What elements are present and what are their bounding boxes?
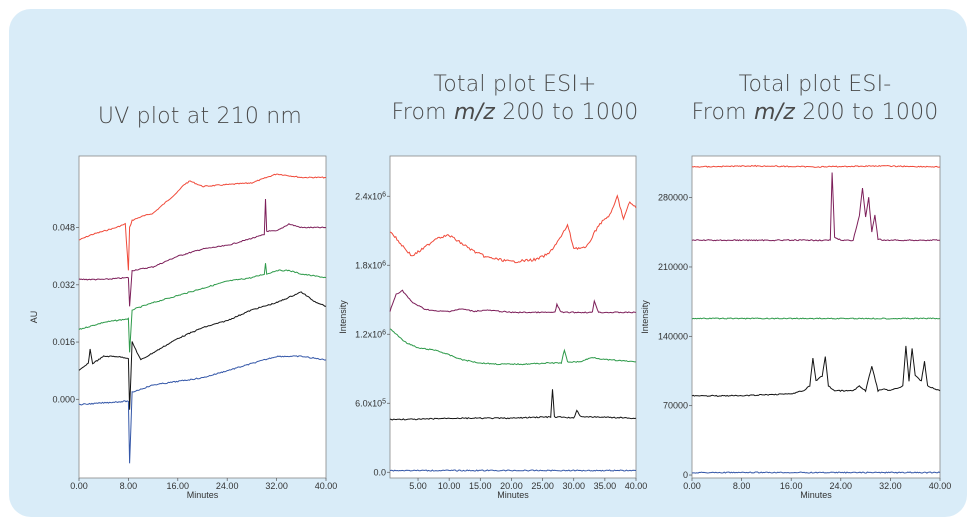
esi-plus-x-tick-label: 25.00 — [531, 481, 554, 491]
uv-title-text: UV plot at 210 nm — [97, 104, 303, 129]
esi-minus-series-red — [691, 164, 941, 168]
esi-minus-series-purple — [691, 172, 940, 242]
uv-chart-title: UV plot at 210 nm — [55, 103, 345, 131]
esi-plus-subtitle-unit: m/z — [454, 100, 496, 125]
esi-plus-x-tick-label: 35.00 — [594, 481, 617, 491]
esi-minus-y-tick-label: 140000 — [658, 331, 688, 341]
uv-y-axis-label: AU — [29, 311, 39, 324]
esi-minus-y-axis-label: Intensity — [640, 300, 650, 334]
esi-minus-x-tick-label: 8.00 — [733, 481, 751, 491]
esi-plus-series-blue — [389, 469, 637, 472]
uv-y-tick-label: 0.032 — [52, 280, 75, 290]
uv-x-tick-label: 40.00 — [315, 481, 338, 491]
uv-x-tick-label: 16.00 — [167, 481, 190, 491]
esi-minus-x-axis-label: Minutes — [800, 490, 832, 500]
esi-minus-x-tick-label: 16.00 — [780, 481, 803, 491]
esi-plus-series-red — [389, 194, 637, 264]
esi-plus-x-tick-label: 5.00 — [409, 481, 427, 491]
esi-plus-plot-area — [389, 155, 637, 479]
esi-minus-y-tick-label: 70000 — [663, 401, 688, 411]
esi-plus-x-tick-label: 20.00 — [500, 481, 523, 491]
esi-plus-chart-title: Total plot ESI+ From m/z 200 to 1000 — [365, 71, 665, 127]
esi-minus-plot-area — [691, 155, 941, 479]
esi-plus-x-tick-label: 10.00 — [438, 481, 461, 491]
esi-minus-x-tick-label: 24.00 — [830, 481, 853, 491]
esi-plus-subtitle-range: 200 to 1000 — [502, 100, 639, 125]
uv-y-tick-label: 0.000 — [52, 394, 75, 404]
esi-plus-series-green — [389, 328, 636, 366]
uv-y-tick-label: 0.048 — [52, 223, 75, 233]
esi-plus-series-purple — [389, 289, 637, 314]
esi-minus-x-tick-label: 40.00 — [929, 481, 952, 491]
esi-minus-y-tick-label: 210000 — [658, 262, 688, 272]
uv-x-tick-label: 32.00 — [265, 481, 288, 491]
esi-minus-subtitle-range: 200 to 1000 — [802, 100, 939, 125]
uv-series-black — [78, 291, 326, 410]
uv-x-axis-label: Minutes — [187, 490, 219, 500]
esi-plus-y-tick-label: 2.4x106 — [355, 191, 386, 201]
uv-series-blue — [78, 355, 327, 464]
esi-plus-x-axis-label: Minutes — [497, 490, 529, 500]
uv-series-green — [78, 263, 327, 353]
esi-plus-subtitle-prefix: From — [391, 100, 447, 125]
esi-minus-subtitle: From m/z 200 to 1000 — [665, 99, 965, 127]
uv-plot-area — [78, 155, 327, 479]
esi-plus-title-text: Total plot ESI+ — [433, 72, 597, 97]
esi-plus-y-tick-label: 0.0 — [373, 467, 386, 477]
uv-series-purple — [78, 198, 327, 307]
esi-minus-chart-title: Total plot ESI- From m/z 200 to 1000 — [665, 71, 965, 127]
esi-minus-series-green — [691, 317, 941, 320]
esi-plus-series-black — [389, 389, 637, 421]
uv-y-tick-label: 0.016 — [52, 337, 75, 347]
esi-minus-series-black — [691, 345, 941, 397]
esi-minus-subtitle-unit: m/z — [754, 100, 796, 125]
esi-minus-y-tick-label: 280000 — [658, 193, 688, 203]
uv-x-tick-label: 8.00 — [120, 481, 138, 491]
esi-minus-y-tick-label: 0 — [683, 470, 688, 480]
esi-plus-y-tick-label: 6.0x105 — [355, 398, 386, 408]
uv-x-tick-label: 0.00 — [70, 481, 88, 491]
esi-minus-x-tick-label: 0.00 — [683, 481, 701, 491]
esi-minus-title-text: Total plot ESI- — [738, 72, 892, 97]
esi-minus-x-tick-label: 32.00 — [879, 481, 902, 491]
esi-plus-x-tick-label: 30.00 — [562, 481, 585, 491]
esi-plus-y-tick-label: 1.8x106 — [355, 260, 386, 270]
esi-minus-series-blue — [691, 471, 941, 474]
esi-plus-y-tick-label: 1.2x106 — [355, 329, 386, 339]
uv-x-tick-label: 24.00 — [216, 481, 239, 491]
esi-plus-y-axis-label: Intensity — [338, 300, 348, 334]
esi-plus-subtitle: From m/z 200 to 1000 — [365, 99, 665, 127]
esi-plus-x-tick-label: 15.00 — [469, 481, 492, 491]
uv-series-red — [78, 173, 326, 271]
esi-minus-subtitle-prefix: From — [691, 100, 747, 125]
esi-plus-x-tick-label: 40.00 — [625, 481, 648, 491]
